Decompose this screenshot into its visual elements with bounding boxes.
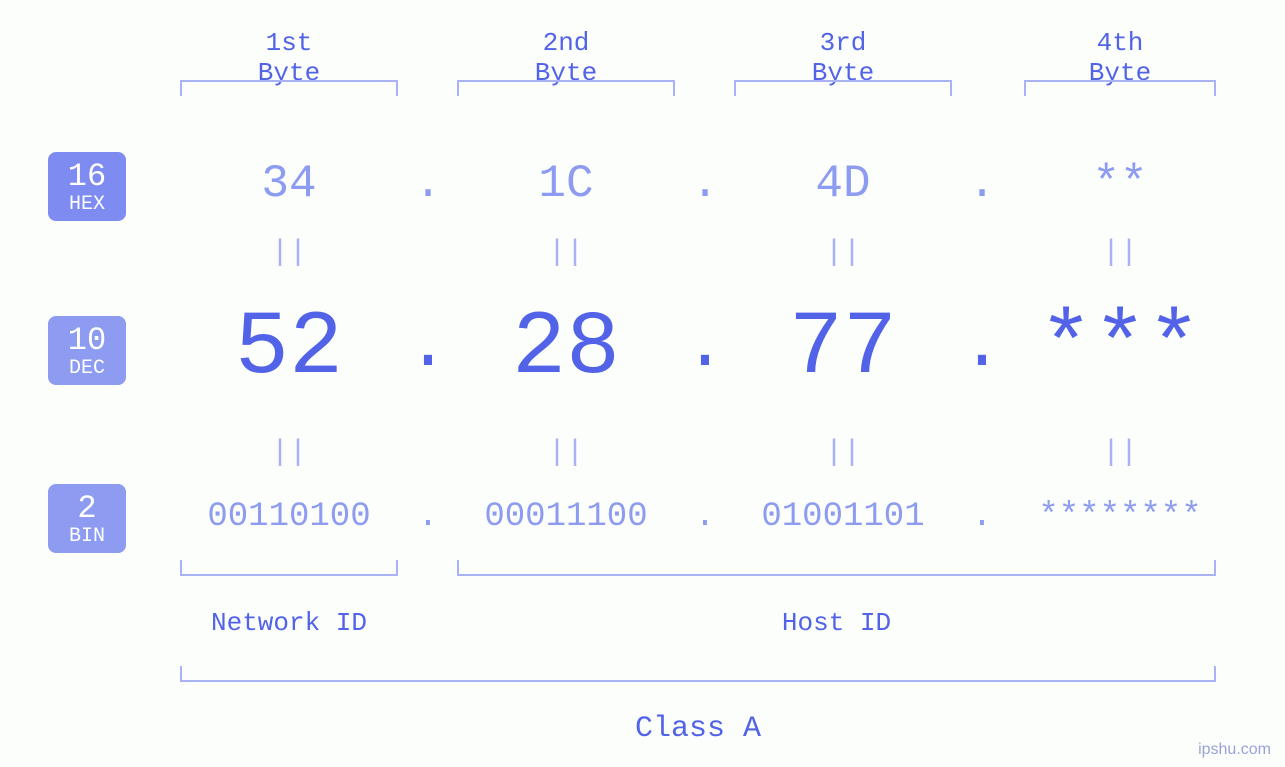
- base-badge-dec: 10 DEC: [48, 316, 126, 385]
- label-host-id: Host ID: [457, 608, 1216, 638]
- hex-byte-4: **: [1060, 158, 1180, 210]
- bin-byte-1: 00110100: [179, 498, 399, 536]
- byte-header-4: 4th Byte: [1059, 28, 1181, 88]
- eq-dec-bin-2: ||: [536, 436, 596, 470]
- eq-hex-dec-3: ||: [813, 236, 873, 270]
- label-class: Class A: [180, 712, 1216, 746]
- top-bracket-3: [734, 80, 952, 96]
- bracket-class: [180, 666, 1216, 682]
- bin-byte-3: 01001101: [733, 498, 953, 536]
- eq-hex-dec-2: ||: [536, 236, 596, 270]
- base-num-bin: 2: [48, 492, 126, 526]
- label-network-id: Network ID: [180, 608, 398, 638]
- bin-byte-4: ********: [1010, 498, 1230, 536]
- top-bracket-4: [1024, 80, 1216, 96]
- hex-byte-3: 4D: [783, 158, 903, 210]
- watermark: ipshu.com: [1198, 741, 1271, 759]
- base-lbl-hex: HEX: [48, 194, 126, 215]
- hex-byte-1: 34: [229, 158, 349, 210]
- base-badge-hex: 16 HEX: [48, 152, 126, 221]
- base-lbl-dec: DEC: [48, 358, 126, 379]
- dec-dot-1: .: [398, 308, 458, 387]
- top-bracket-1: [180, 80, 398, 96]
- eq-hex-dec-4: ||: [1090, 236, 1150, 270]
- bracket-network-id: [180, 560, 398, 576]
- base-badge-bin: 2 BIN: [48, 484, 126, 553]
- byte-header-1: 1st Byte: [228, 28, 350, 88]
- dec-dot-2: .: [675, 308, 735, 387]
- dec-dot-3: .: [952, 308, 1012, 387]
- ip-diagram: 1st Byte 2nd Byte 3rd Byte 4th Byte 16 H…: [0, 0, 1285, 767]
- dec-byte-3: 77: [753, 298, 933, 400]
- bin-byte-2: 00011100: [456, 498, 676, 536]
- eq-dec-bin-3: ||: [813, 436, 873, 470]
- dec-byte-4: ***: [1020, 298, 1220, 400]
- hex-dot-3: .: [962, 158, 1002, 210]
- eq-hex-dec-1: ||: [259, 236, 319, 270]
- byte-header-2: 2nd Byte: [505, 28, 627, 88]
- eq-dec-bin-4: ||: [1090, 436, 1150, 470]
- bracket-host-id: [457, 560, 1216, 576]
- base-num-dec: 10: [48, 324, 126, 358]
- bin-dot-3: .: [962, 498, 1002, 536]
- bin-dot-1: .: [408, 498, 448, 536]
- base-lbl-bin: BIN: [48, 526, 126, 547]
- top-bracket-2: [457, 80, 675, 96]
- byte-header-3: 3rd Byte: [782, 28, 904, 88]
- hex-byte-2: 1C: [506, 158, 626, 210]
- hex-dot-2: .: [685, 158, 725, 210]
- dec-byte-2: 28: [476, 298, 656, 400]
- hex-dot-1: .: [408, 158, 448, 210]
- dec-byte-1: 52: [199, 298, 379, 400]
- bin-dot-2: .: [685, 498, 725, 536]
- base-num-hex: 16: [48, 160, 126, 194]
- eq-dec-bin-1: ||: [259, 436, 319, 470]
